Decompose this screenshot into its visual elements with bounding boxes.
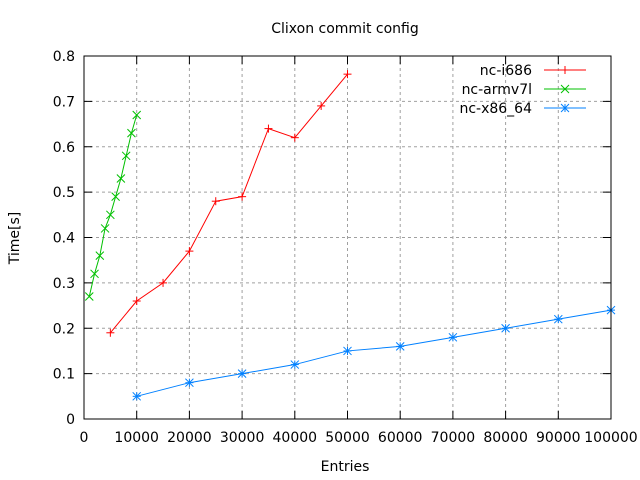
data-point (185, 247, 194, 256)
data-point (127, 128, 136, 138)
data-point (264, 124, 273, 133)
marker-stroke (395, 342, 405, 351)
y-tick-label: 0.7 (53, 94, 75, 110)
y-tick-label: 0 (66, 412, 75, 428)
marker-stroke (127, 128, 136, 138)
data-point (159, 278, 168, 287)
x-tick-label: 80000 (483, 430, 528, 446)
legend-marker (560, 103, 570, 113)
y-tick-label: 0.2 (53, 321, 75, 337)
x-tick-label: 40000 (273, 430, 318, 446)
data-point (95, 251, 105, 261)
legend-marker (560, 84, 570, 94)
marker-stroke (185, 378, 194, 388)
marker-stroke (100, 224, 110, 233)
marker-stroke (95, 251, 105, 261)
y-tick-label: 0.4 (53, 231, 75, 247)
data-point (448, 332, 458, 342)
marker-stroke (121, 151, 131, 161)
series-line (109, 73, 348, 334)
marker-stroke (343, 346, 352, 356)
marker-stroke (553, 314, 563, 324)
data-point (237, 369, 247, 378)
legend-label: nc-armv7l (462, 82, 532, 98)
x-tick-label: 0 (80, 430, 89, 446)
y-tick-label: 0.3 (53, 276, 75, 292)
y-tick-label: 0.6 (53, 140, 75, 156)
marker-stroke (501, 323, 510, 333)
data-point (90, 269, 99, 279)
data-point (343, 346, 352, 356)
data-point (105, 210, 115, 220)
x-tick-label: 10000 (114, 430, 159, 446)
data-point (132, 110, 142, 120)
marker-stroke (84, 292, 94, 301)
series-nc-x86_64 (132, 305, 616, 401)
marker-stroke (448, 332, 458, 342)
data-point (343, 70, 352, 79)
legend-label: nc-i686 (480, 63, 532, 79)
marker-stroke (132, 110, 142, 120)
y-tick-label: 0.5 (53, 185, 75, 201)
data-point (185, 378, 194, 388)
data-point (132, 297, 141, 306)
x-tick-label: 60000 (378, 430, 423, 446)
marker-stroke (237, 369, 247, 378)
x-tick-label: 100000 (584, 430, 637, 446)
x-tick-label: 50000 (325, 430, 370, 446)
series-nc-armv7l (84, 110, 142, 301)
y-axis-label: Time[s] (7, 212, 23, 265)
data-point (84, 292, 94, 301)
marker-stroke (111, 192, 120, 202)
marker-stroke (560, 84, 570, 94)
y-tick-label: 0.8 (53, 49, 75, 65)
x-tick-label: 90000 (536, 430, 581, 446)
data-point (111, 192, 120, 202)
data-point (290, 360, 300, 369)
marker-stroke (116, 174, 126, 183)
x-tick-label: 20000 (167, 430, 212, 446)
marker-stroke (132, 391, 142, 401)
data-point (553, 314, 563, 324)
data-point (317, 101, 326, 110)
chart-title: Clixon commit config (271, 21, 419, 37)
data-point (238, 192, 247, 201)
series-line (136, 309, 612, 397)
data-point (121, 151, 131, 161)
y-tick-label: 0.1 (53, 367, 75, 383)
series-nc-i686 (106, 70, 352, 337)
series-line (88, 114, 138, 297)
legend-label: nc-x86_64 (459, 101, 532, 117)
x-axis-label: Entries (321, 459, 370, 475)
data-point (106, 328, 115, 337)
marker-stroke (290, 360, 300, 369)
marker-stroke (560, 103, 570, 113)
data-point (211, 197, 220, 206)
data-point (501, 323, 510, 333)
data-point (100, 224, 110, 233)
data-point (116, 174, 126, 183)
plot-frame (83, 55, 612, 420)
x-tick-label: 30000 (220, 430, 265, 446)
marker-stroke (90, 269, 99, 279)
marker-stroke (105, 210, 115, 220)
data-point (132, 391, 142, 401)
x-tick-label: 70000 (431, 430, 476, 446)
data-point (290, 133, 299, 142)
legend-marker (561, 66, 569, 74)
data-point (395, 342, 405, 351)
